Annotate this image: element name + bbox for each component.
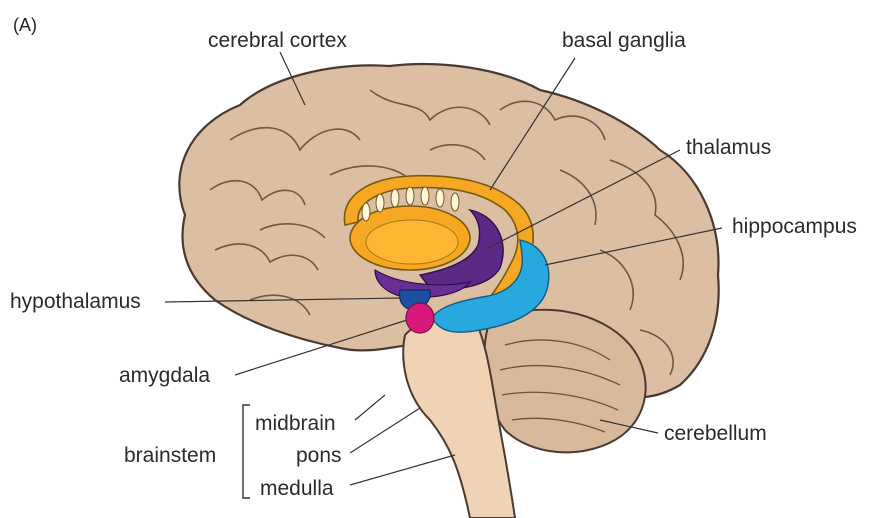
- label-thalamus: thalamus: [686, 136, 772, 159]
- thalamus-lower-shape: [374, 268, 472, 298]
- globus-pallidus-shape: [365, 219, 459, 265]
- label-amygdala: amygdala: [119, 364, 211, 387]
- panel-label: (A): [13, 15, 37, 35]
- label-hypothalamus: hypothalamus: [10, 290, 141, 313]
- label-medulla: medulla: [260, 477, 334, 500]
- basal-ganglia-striations: [361, 186, 460, 222]
- label-cerebral-cortex: cerebral cortex: [208, 29, 347, 52]
- label-midbrain: midbrain: [255, 412, 336, 435]
- cerebellum-folia: [499, 339, 621, 433]
- label-brainstem: brainstem: [124, 444, 217, 467]
- label-hippocampus: hippocampus: [732, 215, 857, 238]
- label-cerebellum: cerebellum: [664, 422, 767, 445]
- amygdala-shape: [405, 302, 435, 334]
- leader-lines: [164, 51, 723, 486]
- label-pons: pons: [296, 444, 342, 467]
- brainstem-bracket: [242, 404, 250, 499]
- label-basal-ganglia: basal ganglia: [562, 29, 686, 52]
